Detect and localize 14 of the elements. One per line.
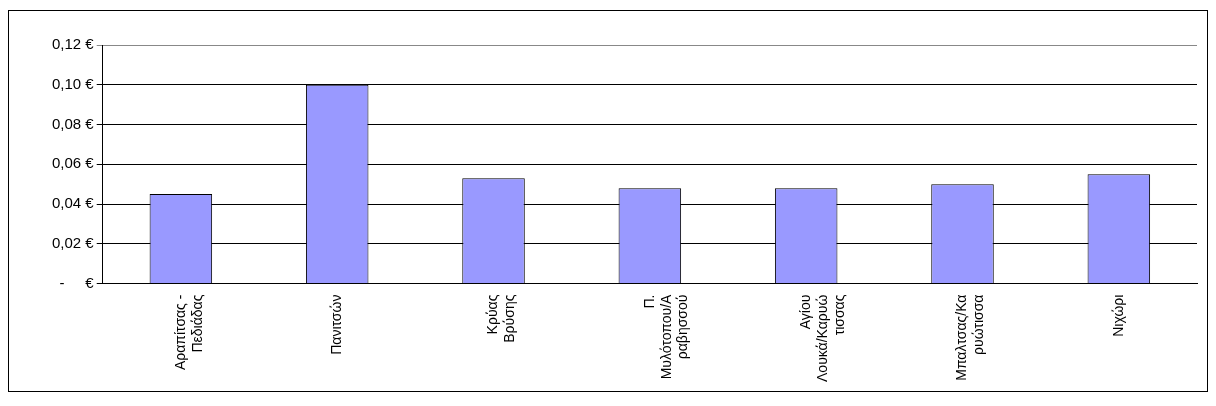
y-tick-label: 0,02 € [51,233,95,251]
x-tick-label: Κρύας Βρύσης [484,294,518,343]
y-tick-label: 0,04 € [51,194,95,212]
y-tick-label: - € [59,273,95,291]
y-tick-label: 0,12 € [51,35,95,53]
y-tick-label: 0,10 € [51,74,95,92]
y-tick-label: 0,08 € [51,114,95,132]
x-tick-label: Πανιτσών [328,294,345,355]
x-tick-label: Αγίου Λουκά/Καρυώτισσας [797,294,847,382]
x-tick-label: Αραπίτσας - Πεδιάδας [171,294,205,371]
x-tick-label: Νιχώρι [1109,294,1126,337]
x-tick-label: Μπαλτσας/Καρυώτισσα [953,294,987,381]
x-tick-label: Π. Μυλότοπου/Αραβησσού [640,293,691,380]
y-tick-label: 0,06 € [51,154,95,172]
